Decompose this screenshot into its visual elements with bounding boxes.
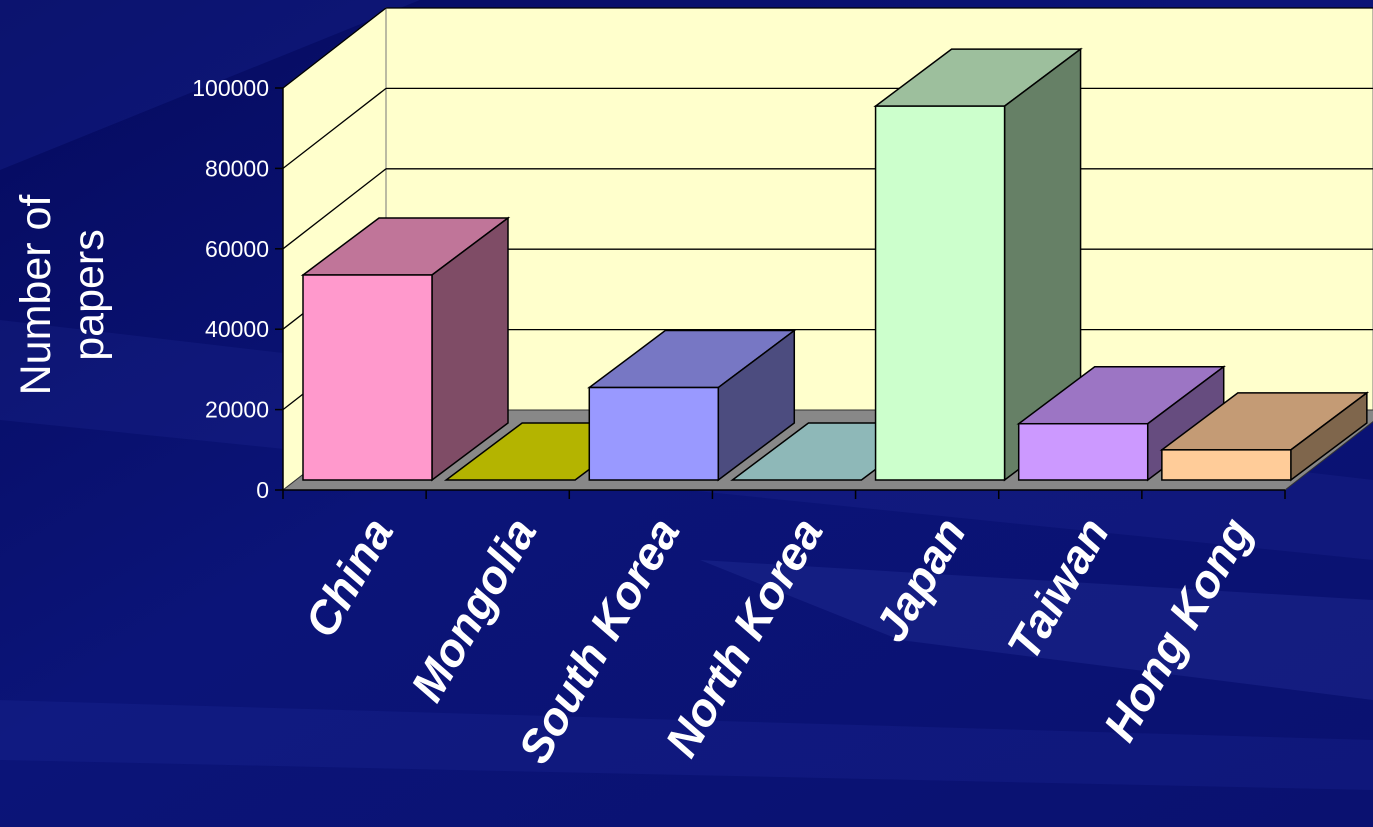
y-axis-title-line: papers: [65, 229, 113, 360]
bar-hong-kong: [1159, 391, 1370, 482]
y-tick-label: 40000: [205, 316, 269, 342]
bar-front: [588, 386, 720, 481]
gridline-side: [282, 87, 387, 169]
bar-japan: [873, 47, 1083, 482]
y-tick-label: 60000: [205, 236, 269, 262]
y-tick-label: 80000: [205, 155, 269, 181]
y-tick-label: 100000: [192, 75, 269, 101]
y-tick-label: 20000: [205, 397, 269, 423]
bar-front: [302, 274, 433, 481]
y-tick-label: 0: [256, 477, 269, 503]
bar-china: [300, 216, 511, 482]
y-tick-labels: 0 20000 40000 60000 80000 100000: [192, 75, 269, 503]
bar-front: [1017, 422, 1149, 481]
axes: [275, 87, 1286, 499]
bar-south-korea: [587, 329, 797, 482]
gridline-side: [282, 168, 387, 250]
bar-front: [874, 105, 1006, 481]
y-axis-title: Number of papers: [12, 194, 113, 396]
y-axis-title-line: Number of: [12, 194, 60, 396]
bar-front: [1161, 449, 1292, 481]
gridlines: [282, 7, 1373, 411]
bars: [300, 47, 1370, 482]
gridline-side: [282, 7, 387, 89]
